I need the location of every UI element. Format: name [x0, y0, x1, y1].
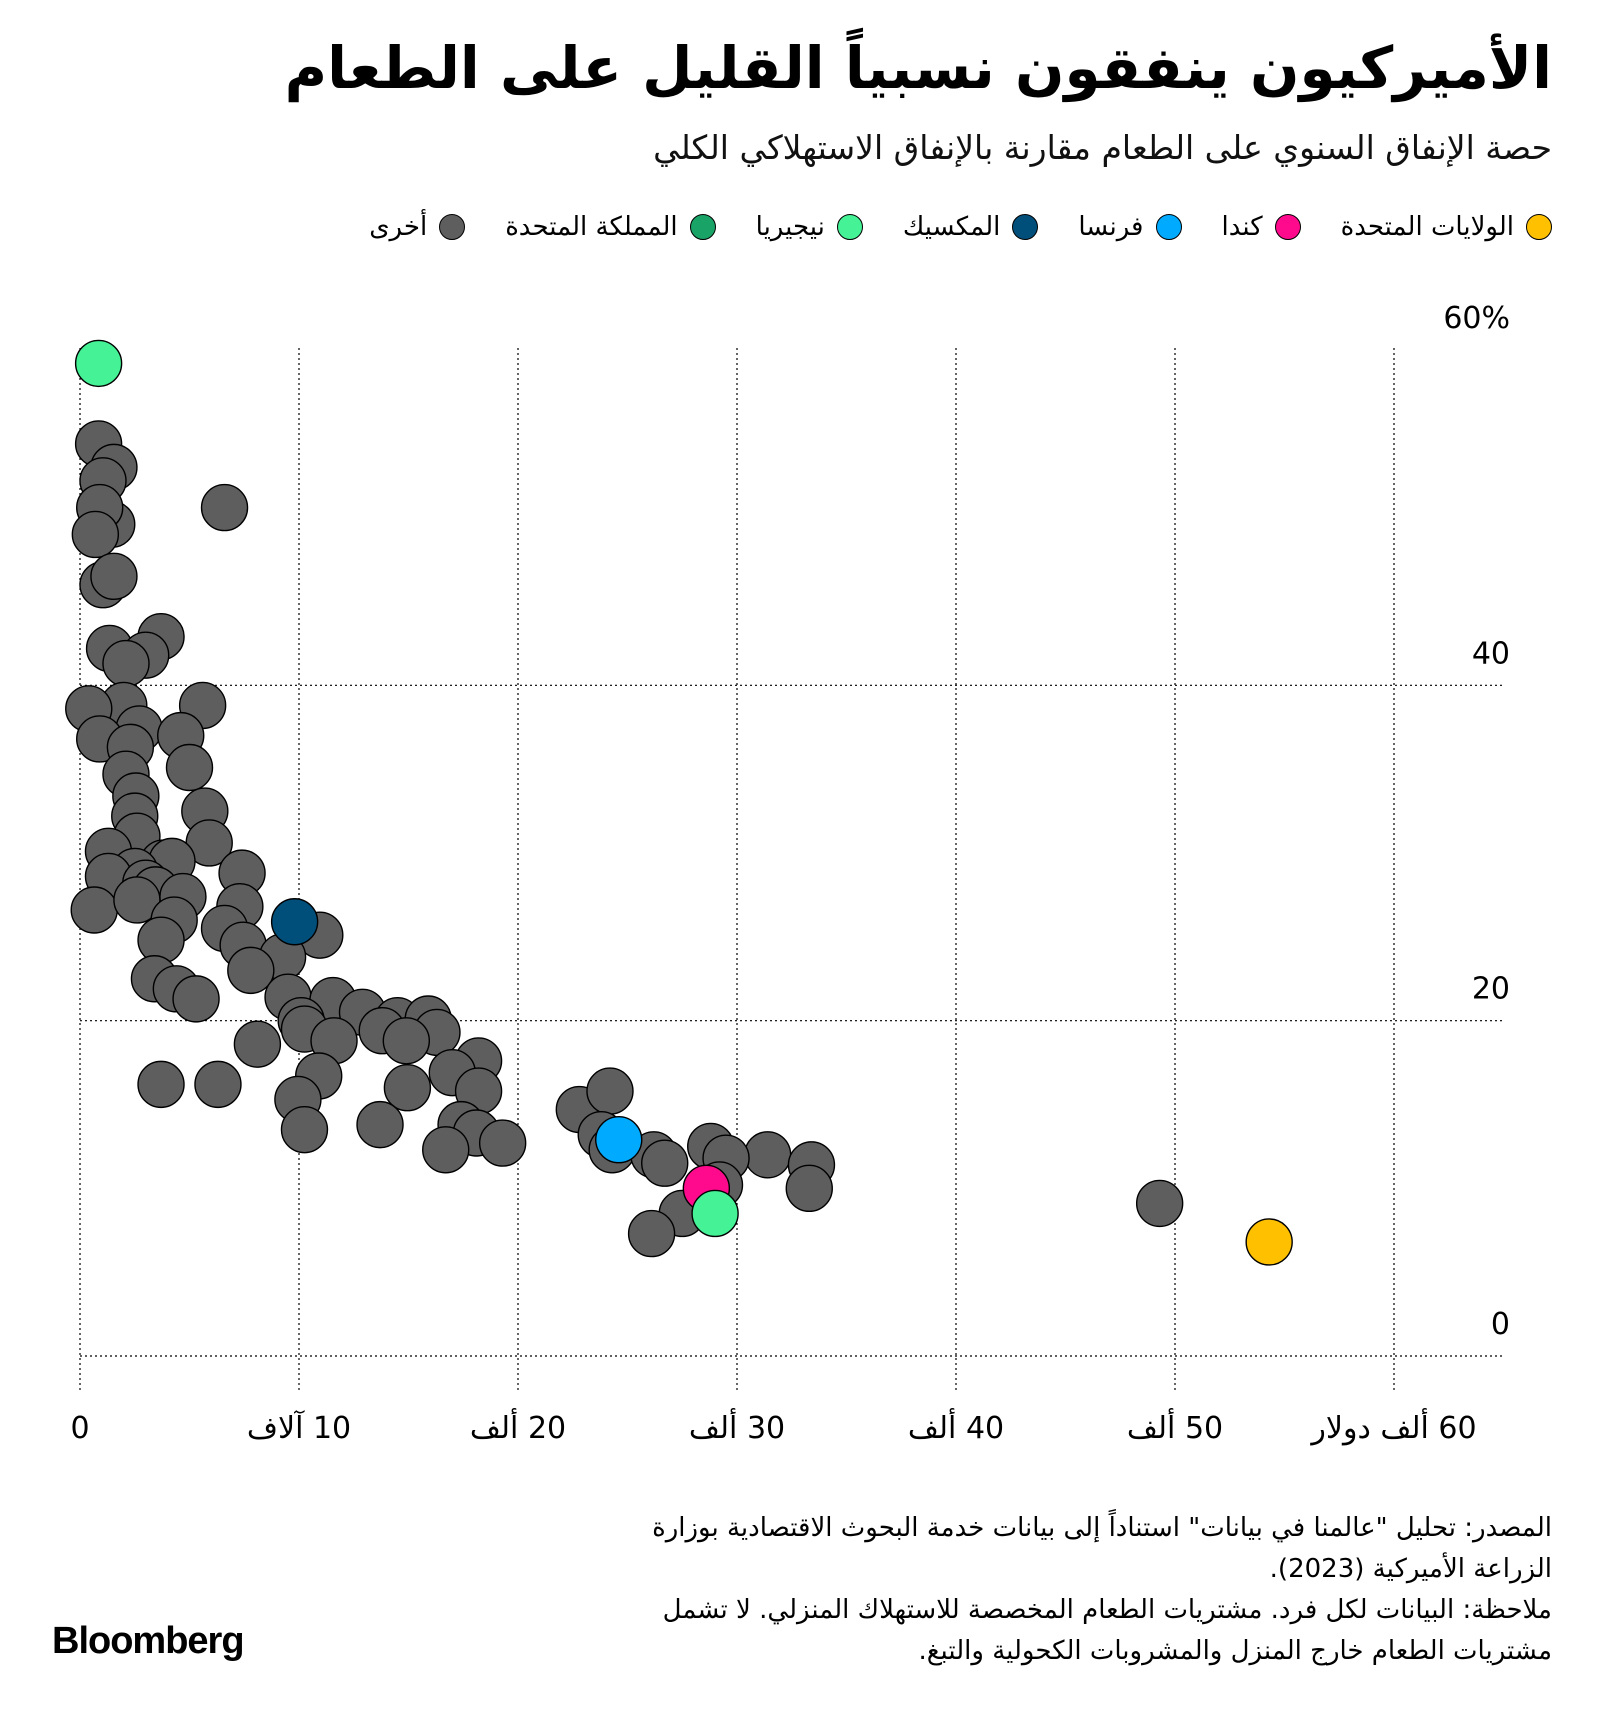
- data-point: [102, 639, 150, 688]
- chart-title: الأميركيون ينفقون نسبياً القليل على الطع…: [284, 34, 1552, 102]
- data-point: [627, 1209, 676, 1258]
- y-tick-label: 60%: [1443, 301, 1510, 336]
- data-point: [595, 1116, 643, 1164]
- data-point: [280, 1105, 329, 1154]
- legend-swatch-france: [1155, 214, 1182, 240]
- data-point: [586, 1067, 634, 1115]
- source-note: المصدر: تحليل "عالمنا في بيانات" استنادا…: [652, 1513, 1552, 1584]
- data-point: [70, 886, 118, 934]
- legend-swatch-canada: [1274, 214, 1301, 240]
- chart-footer: المصدر: تحليل "عالمنا في بيانات" استنادا…: [632, 1508, 1552, 1672]
- x-tick-label: 60 ألف دولار: [1309, 1407, 1476, 1446]
- data-point: [1135, 1179, 1184, 1228]
- x-tick-label: 10 آلاف: [247, 1410, 351, 1446]
- y-tick-label: 40: [1472, 636, 1510, 671]
- legend: الولايات المتحدة كندا فرنسا المكسيك نيجي…: [369, 212, 1552, 242]
- data-point: [270, 898, 319, 946]
- x-tick-label: 50 ألف: [1127, 1407, 1223, 1446]
- data-point: [1245, 1218, 1293, 1266]
- legend-label-france: فرنسا: [1078, 212, 1144, 242]
- data-point: [785, 1164, 833, 1213]
- legend-swatch-other: [439, 214, 466, 240]
- data-note: ملاحظة: البيانات لكل فرد. مشتريات الطعام…: [662, 1595, 1552, 1666]
- data-point: [233, 1020, 282, 1068]
- legend-label-mexico: المكسيك: [902, 212, 1001, 242]
- legend-item-other: أخرى: [369, 212, 466, 242]
- data-points: [65, 339, 1293, 1266]
- data-point: [90, 552, 138, 601]
- data-point: [172, 975, 220, 1023]
- data-point: [383, 1064, 432, 1112]
- data-point: [382, 1017, 431, 1065]
- legend-item-canada: كندا: [1222, 212, 1301, 242]
- legend-label-nigeria: نيجيريا: [755, 212, 825, 242]
- legend-item-nigeria: نيجيريا: [756, 212, 863, 242]
- legend-item-us: الولايات المتحدة: [1341, 212, 1552, 242]
- legend-item-france: فرنسا: [1078, 212, 1182, 242]
- legend-label-us: الولايات المتحدة: [1340, 212, 1514, 242]
- bloomberg-logo: Bloomberg: [52, 1620, 245, 1662]
- data-point: [74, 339, 123, 388]
- data-point: [422, 1126, 470, 1174]
- legend-label-uk: المملكة المتحدة: [505, 212, 678, 242]
- data-point: [227, 946, 275, 995]
- data-point: [356, 1100, 404, 1149]
- data-point: [71, 510, 120, 559]
- x-tick-label: 40 ألف: [908, 1407, 1004, 1446]
- legend-swatch-uk: [689, 214, 716, 240]
- tick-labels: 0 20 40 60% 0 10 آلاف 20 ألف 30 ألف 40 ألف 50 ألف…: [70, 301, 1510, 1446]
- data-point: [478, 1119, 527, 1167]
- legend-swatch-mexico: [1012, 214, 1039, 240]
- y-tick-label: 0: [1491, 1307, 1510, 1342]
- chart-subtitle: حصة الإنفاق السنوي على الطعام مقارنة بال…: [653, 128, 1552, 167]
- legend-label-other: أخرى: [369, 212, 428, 242]
- legend-label-canada: كندا: [1221, 212, 1263, 242]
- data-point: [641, 1139, 689, 1187]
- data-point: [165, 743, 214, 792]
- data-point: [194, 1060, 242, 1109]
- x-tick-label: 20 ألف: [470, 1407, 566, 1446]
- legend-swatch-us: [1526, 214, 1552, 240]
- data-point: [743, 1131, 792, 1179]
- data-point: [200, 483, 249, 532]
- data-point: [691, 1189, 739, 1238]
- scatter-chart: 0 20 40 60% 0 10 آلاف 20 ألف 30 ألف 40 ألف 50 ألف…: [65, 301, 1510, 1446]
- data-point: [137, 1060, 185, 1109]
- legend-swatch-nigeria: [836, 214, 863, 240]
- x-tick-label: 30 ألف: [689, 1407, 785, 1446]
- legend-item-mexico: المكسيك: [903, 212, 1039, 242]
- legend-item-uk: المملكة المتحدة: [505, 212, 716, 242]
- y-tick-label: 20: [1472, 972, 1510, 1007]
- x-tick-label: 0: [70, 1411, 89, 1446]
